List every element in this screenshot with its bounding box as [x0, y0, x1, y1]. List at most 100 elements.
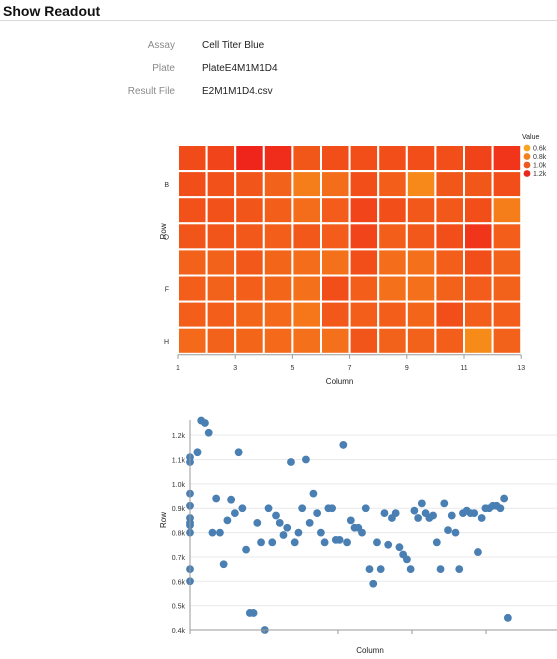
- legend-title: Value: [522, 134, 539, 141]
- heatmap-cell-E2: [205, 248, 237, 277]
- heatmap-cell-B3: [234, 170, 265, 199]
- heatmap-cell-F3: [234, 274, 265, 303]
- heatmap-cell-F4: [262, 274, 294, 303]
- heatmap-cell-A9: [405, 144, 437, 173]
- heatmap-cell-B11: [463, 170, 494, 199]
- scatter-point: [361, 504, 370, 513]
- heatmap-cell-D12: [491, 222, 523, 251]
- heatmap-cell-H6: [320, 326, 351, 355]
- heatmap-cell-F12: [491, 274, 523, 303]
- heatmap-cell-F5: [291, 274, 322, 303]
- detail-row-result-file: Result File E2M1M1D4.csv: [0, 86, 400, 102]
- heatmap-cell-A2: [205, 144, 237, 173]
- scatter-point: [432, 538, 441, 547]
- heatmap-cell-B8: [377, 170, 408, 199]
- heatmap-cell-B6: [320, 170, 351, 199]
- scatter-point: [470, 509, 479, 518]
- heatmap-cell-B9: [405, 170, 437, 199]
- detail-row-assay: Assay Cell Titer Blue: [0, 40, 400, 56]
- heatmap-cell-A4: [262, 144, 294, 173]
- heatmap-cell-D2: [205, 222, 237, 251]
- scatter-point: [313, 509, 322, 518]
- heatmap-cell-H3: [234, 326, 265, 355]
- scatter-chart: 0.4k 0.5k 0.6k 0.7k 0.8k 0.9k 1.0k 1.1k 1.2k Colu…: [159, 416, 557, 655]
- heatmap-cell-D10: [434, 222, 465, 251]
- heatmap-cell-H4: [262, 326, 294, 355]
- page-title: Show Readout: [3, 3, 101, 19]
- heatmap-cell-E10: [434, 248, 465, 277]
- scatter-point: [410, 506, 419, 515]
- scatter-point: [358, 528, 366, 537]
- heatmap-cell-F9: [405, 274, 437, 303]
- scatter-point: [346, 516, 355, 525]
- scatter-point: [477, 514, 486, 522]
- scatter-point: [373, 538, 381, 547]
- heatmap-cell-A11: [463, 144, 494, 173]
- scatter-point: [406, 565, 415, 574]
- heatmap-cell-C6: [320, 196, 351, 225]
- scatter-point: [275, 518, 284, 527]
- heatmap-cell-H11: [463, 326, 494, 355]
- plate-value: PlateE4M1M1D4: [202, 63, 278, 74]
- heatmap-cell-C11: [463, 196, 494, 225]
- heatmap-legend: Value 0.6k0.8k 1.0k1.2k: [522, 134, 547, 178]
- heatmap-cell-C3: [234, 196, 265, 225]
- scatter-point: [328, 504, 337, 513]
- heatmap-cell-D8: [377, 222, 408, 251]
- scatter-point: [201, 419, 209, 427]
- assay-value: Cell Titer Blue: [202, 40, 265, 51]
- heatmap-cell-D5: [291, 222, 322, 251]
- scatter-gridlines: [190, 434, 557, 631]
- scatter-point: [242, 545, 250, 554]
- scatter-point: [290, 538, 299, 547]
- heatmap-cell-B12: [491, 170, 523, 199]
- heatmap-cell-H9: [405, 326, 437, 355]
- heatmap-x-tick-label: 5: [290, 365, 294, 372]
- scatter-point: [395, 543, 404, 552]
- heatmap-cell-B7: [348, 170, 380, 199]
- heatmap-cell-C7: [348, 196, 380, 225]
- heatmap-cell-F2: [205, 274, 237, 303]
- scatter-y-tick-label: 1.2k: [172, 433, 186, 440]
- scatter-point: [447, 511, 456, 520]
- heatmap-cell-E5: [291, 248, 322, 277]
- heatmap-cell-G10: [434, 300, 465, 329]
- scatter-points: [186, 416, 512, 634]
- heatmap-cell-C9: [405, 196, 437, 225]
- scatter-point: [455, 565, 464, 574]
- scatter-point: [264, 504, 273, 513]
- scatter-point: [451, 528, 460, 537]
- heatmap-y-tick-label: H: [164, 339, 169, 346]
- scatter-point: [298, 504, 307, 513]
- scatter-y-tick-label: 0.9k: [172, 506, 186, 513]
- heatmap-cell-H7: [348, 326, 380, 355]
- heatmap-cell-E3: [234, 248, 265, 277]
- legend-label: 1.0k: [533, 163, 547, 170]
- heatmap-cell-G6: [320, 300, 351, 329]
- scatter-point: [309, 489, 318, 498]
- scatter-point: [294, 528, 303, 537]
- heatmap-cell-G7: [348, 300, 380, 329]
- heatmap-cell-C12: [491, 196, 523, 225]
- legend-label: 0.6k: [533, 146, 547, 153]
- heatmap-cells: [177, 144, 523, 355]
- scatter-point: [283, 523, 292, 532]
- scatter-point: [339, 441, 348, 449]
- scatter-point: [417, 499, 426, 508]
- heatmap-cell-F6: [320, 274, 351, 303]
- heatmap-cell-C2: [205, 196, 237, 225]
- heatmap-cell-G3: [234, 300, 265, 329]
- heatmap-x-tick-label: 9: [405, 365, 409, 372]
- heatmap-cell-D11: [463, 222, 494, 251]
- scatter-point: [376, 565, 385, 574]
- heatmap-cell-E12: [491, 248, 523, 277]
- scatter-point: [302, 455, 310, 464]
- scatter-point: [238, 504, 247, 513]
- heatmap-cell-A5: [291, 144, 322, 173]
- heatmap-x-tick-label: 7: [348, 365, 352, 372]
- scatter-point: [343, 538, 351, 547]
- heatmap-cell-G12: [491, 300, 523, 329]
- heatmap-cell-E4: [262, 248, 294, 277]
- legend-label: 1.2k: [533, 171, 547, 178]
- scatter-point: [335, 535, 344, 544]
